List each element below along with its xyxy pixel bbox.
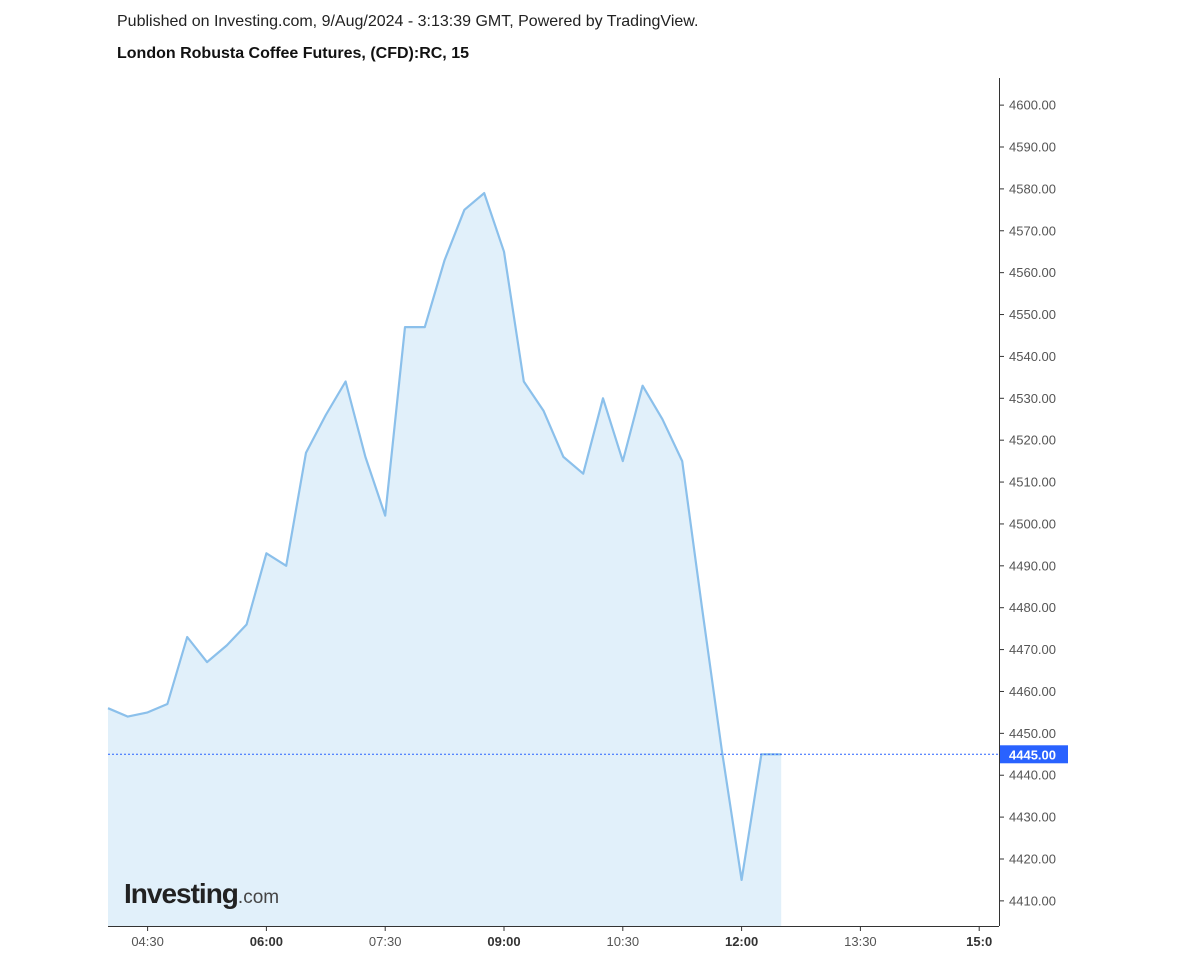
published-note: Published on Investing.com, 9/Aug/2024 -… bbox=[117, 13, 699, 30]
chart-title: London Robusta Coffee Futures, (CFD):RC,… bbox=[117, 45, 469, 62]
price-area bbox=[108, 193, 782, 927]
y-tick-label: 4550.00 bbox=[1009, 307, 1056, 322]
axes bbox=[108, 78, 1000, 927]
y-tick-label: 4440.00 bbox=[1009, 768, 1056, 783]
x-tick-label: 13:30 bbox=[844, 934, 877, 949]
y-tick-label: 4430.00 bbox=[1009, 810, 1056, 825]
y-tick-label: 4500.00 bbox=[1009, 516, 1056, 531]
y-tick-label: 4420.00 bbox=[1009, 851, 1056, 866]
x-tick-label: 07:30 bbox=[369, 934, 402, 949]
y-tick-label: 4600.00 bbox=[1009, 98, 1056, 113]
x-tick-label: 12:00 bbox=[725, 934, 758, 949]
area-layer bbox=[107, 192, 782, 927]
price-line bbox=[107, 192, 782, 881]
x-tick-label: 10:30 bbox=[607, 934, 640, 949]
x-axis-ticks: 04:30 06:00 07:30 09:00 10:30 12:00 13:30 15:0 bbox=[131, 926, 992, 949]
y-tick-label: 4470.00 bbox=[1009, 642, 1056, 657]
logo-suffix: .com bbox=[237, 887, 280, 908]
current-price-badge-layer: 4445.00 bbox=[1000, 745, 1068, 764]
y-tick-label: 4460.00 bbox=[1009, 684, 1056, 699]
y-tick-label: 4480.00 bbox=[1009, 600, 1056, 615]
y-tick-label: 4530.00 bbox=[1009, 391, 1056, 406]
y-tick-label: 4590.00 bbox=[1009, 140, 1056, 155]
y-axis-ticks: 4410.00 4420.00 4430.00 4440.00 4450.00 4460.… bbox=[999, 98, 1056, 908]
x-tick-label: 06:00 bbox=[250, 934, 283, 949]
y-tick-label: 4410.00 bbox=[1009, 893, 1056, 908]
x-tick-label: 09:00 bbox=[487, 934, 520, 949]
y-tick-label: 4520.00 bbox=[1009, 433, 1056, 448]
logo-brand: Investing bbox=[124, 878, 239, 909]
y-tick-label: 4560.00 bbox=[1009, 265, 1056, 280]
current-price-badge bbox=[1000, 745, 1068, 764]
y-tick-label: 4570.00 bbox=[1009, 223, 1056, 238]
y-tick-label: 4490.00 bbox=[1009, 558, 1056, 573]
y-tick-label: 4450.00 bbox=[1009, 726, 1056, 741]
x-tick-label: 15:0 bbox=[966, 934, 992, 949]
x-tick-label: 04:30 bbox=[131, 934, 164, 949]
y-tick-label: 4540.00 bbox=[1009, 349, 1056, 364]
y-tick-label: 4580.00 bbox=[1009, 181, 1056, 196]
investing-logo: Investing.com bbox=[124, 878, 279, 910]
current-price-label: 4445.00 bbox=[1009, 747, 1056, 762]
y-tick-label: 4510.00 bbox=[1009, 475, 1056, 490]
